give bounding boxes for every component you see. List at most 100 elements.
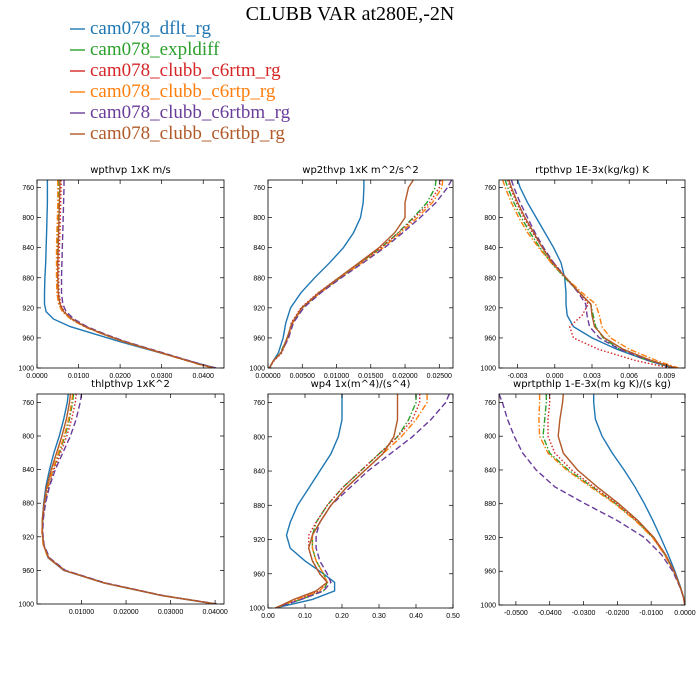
series-line-cam078_clubb_c6rtm_rg — [275, 394, 421, 608]
axis-frame — [36, 393, 225, 605]
y-tick-label: 760 — [253, 400, 265, 407]
y-tick-label: 840 — [253, 469, 265, 476]
y-tick-label: 760 — [22, 185, 34, 192]
y-tick-label: 760 — [22, 400, 34, 407]
y-tick-label: 920 — [484, 535, 496, 542]
curves — [268, 180, 453, 368]
panel-title: wprtpthlp 1-E-3x(m kg K)/(s kg) — [513, 379, 671, 390]
y-tick-label: 960 — [22, 568, 34, 575]
series-line-cam078_clubb_c6rtp_rg — [268, 180, 444, 368]
x-tick-label: 0.0100 — [68, 373, 90, 380]
y-tick-label: 1000 — [249, 606, 265, 613]
curves — [502, 180, 680, 368]
y-tick-label: 800 — [253, 215, 265, 222]
panel-1: wpthvp 1xK m/s 760 800 840 880 920 960 10000.00… — [18, 165, 225, 380]
axis-frame — [498, 393, 686, 606]
series-line-cam078_dflt_rg — [275, 394, 343, 608]
legend-label-cam078_dflt_rg: cam078_dflt_rg — [90, 18, 212, 39]
y-tick-label: 840 — [22, 467, 34, 474]
series-line-cam078_clubb_c6rtbp_rg — [275, 394, 399, 608]
panel-title: wp2thvp 1xK m^2/s^2 — [302, 165, 418, 176]
panel-title: rtpthvp 1E-3x(kg/kg) K — [535, 165, 649, 176]
x-tick-label: 0.00000 — [255, 373, 280, 380]
y-tick-label: 800 — [253, 434, 265, 441]
y-tick-label: 760 — [484, 400, 496, 407]
y-tick-label: 880 — [22, 501, 34, 508]
figure-title: CLUBB VAR at280E,-2N — [246, 3, 455, 25]
legend-label-cam078_expldiff: cam078_expldiff — [90, 39, 220, 60]
panel-title: wpthvp 1xK m/s — [90, 165, 171, 176]
y-tick-label: 840 — [484, 245, 496, 252]
x-tick-label: -0.0200 — [605, 610, 629, 617]
panel-2: wp2thvp 1xK m^2/s^2 760 800 840 880 920 960 100… — [249, 165, 454, 380]
curves — [499, 394, 685, 605]
curves — [43, 180, 217, 368]
legend-label-cam078_clubb_c6rtbp_rg: cam078_clubb_c6rtbp_rg — [90, 123, 285, 144]
x-tick-label: 0.0400 — [193, 373, 215, 380]
x-tick-label: 0.009 — [658, 373, 676, 380]
x-tick-label: 0.000 — [546, 373, 564, 380]
panel-title: thlpthvp 1xK^2 — [91, 379, 170, 390]
axis-frame — [267, 179, 454, 369]
y-tick-label: 840 — [253, 245, 265, 252]
x-tick-label: 0.20 — [335, 613, 349, 620]
legend-label-cam078_clubb_c6rtbm_rg: cam078_clubb_c6rtbm_rg — [90, 102, 291, 123]
series-line-cam078_expldiff — [56, 180, 214, 368]
x-tick-label: 0.01500 — [358, 373, 383, 380]
series-line-cam078_clubb_c6rtp_rg — [502, 180, 680, 368]
x-tick-label: 0.003 — [583, 373, 601, 380]
x-tick-label: 0.10 — [298, 613, 312, 620]
x-tick-label: 0.04000 — [202, 609, 227, 616]
x-tick-label: 0.02500 — [427, 373, 452, 380]
y-tick-label: 960 — [253, 571, 265, 578]
x-tick-label: 0.01000 — [69, 609, 94, 616]
series-line-cam078_clubb_c6rtm_rg — [268, 180, 442, 368]
y-tick-label: 880 — [484, 275, 496, 282]
x-tick-label: -0.0300 — [572, 610, 596, 617]
x-tick-label: 0.30 — [372, 613, 386, 620]
x-tick-label: -0.0100 — [639, 610, 663, 617]
x-tick-label: 0.0000 — [26, 373, 48, 380]
x-tick-label: 0.006 — [620, 373, 638, 380]
y-tick-label: 760 — [253, 185, 265, 192]
y-tick-label: 960 — [484, 569, 496, 576]
y-tick-label: 960 — [22, 335, 34, 342]
x-tick-label: 0.40 — [409, 613, 423, 620]
series-line-cam078_dflt_rg — [43, 180, 216, 368]
y-tick-label: 840 — [22, 245, 34, 252]
x-tick-label: -0.0400 — [538, 610, 562, 617]
x-tick-label: 0.50 — [446, 613, 460, 620]
series-line-cam078_dflt_rg — [593, 394, 685, 605]
y-tick-label: 1000 — [480, 366, 496, 373]
y-tick-label: 880 — [253, 275, 265, 282]
axis-frame — [36, 179, 225, 369]
panel-5: wp4 1x(m^4)/(s^4)76080084088092096010000… — [249, 379, 459, 620]
x-tick-label: 0.0300 — [151, 373, 173, 380]
x-tick-label: 0.02000 — [113, 609, 138, 616]
series-line-cam078_clubb_c6rtp_rg — [55, 180, 213, 368]
y-tick-label: 920 — [253, 305, 265, 312]
series-line-cam078_expldiff — [275, 394, 417, 608]
x-tick-label: 0.03000 — [158, 609, 183, 616]
curves — [275, 394, 450, 608]
legend-label-cam078_clubb_c6rtp_rg: cam078_clubb_c6rtp_rg — [90, 81, 276, 102]
series-line-cam078_clubb_c6rtbp_rg — [57, 180, 215, 368]
series-line-cam078_clubb_c6rtbm_rg — [499, 394, 685, 605]
y-tick-label: 880 — [484, 501, 496, 508]
x-tick-label: -0.003 — [508, 373, 528, 380]
series-line-cam078_dflt_rg — [516, 180, 673, 368]
y-tick-label: 960 — [484, 335, 496, 342]
y-tick-label: 760 — [484, 185, 496, 192]
series-line-cam078_clubb_c6rtbm_rg — [275, 394, 450, 608]
series-line-cam078_clubb_c6rtbm_rg — [60, 180, 217, 368]
curves — [41, 394, 218, 604]
y-tick-label: 1000 — [18, 366, 34, 373]
y-tick-label: 1000 — [249, 366, 265, 373]
panel-6: wprtpthlp 1-E-3x(m kg K)/(s kg) 760 800 840… — [480, 379, 695, 617]
y-tick-label: 920 — [22, 534, 34, 541]
panels: wpthvp 1xK m/s76080084088092096010000.00… — [18, 165, 695, 620]
series-line-cam078_clubb_c6rtbp_rg — [268, 180, 414, 368]
y-tick-label: 880 — [253, 503, 265, 510]
